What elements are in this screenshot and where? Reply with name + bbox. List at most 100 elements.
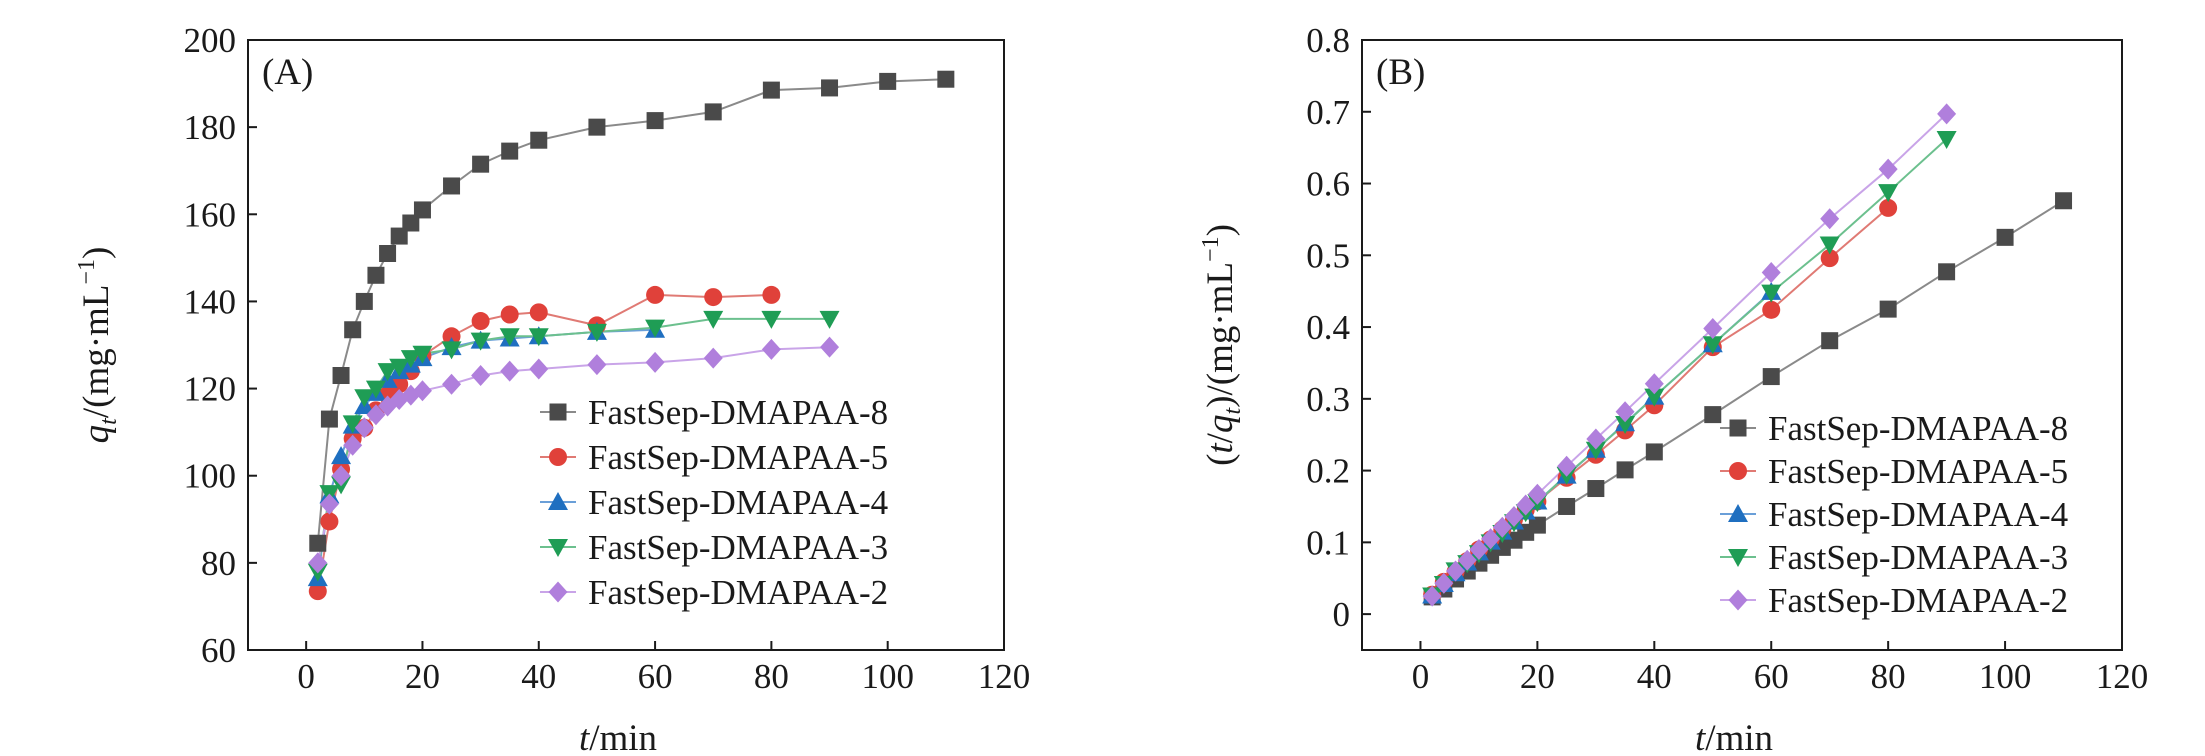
legend-label: FastSep-DMAPAA-4 xyxy=(588,483,888,522)
x-tick-label: 0 xyxy=(1412,657,1430,696)
x-axis-unit: /min xyxy=(1705,718,1773,756)
legend-marker xyxy=(549,403,567,421)
y-axis-var: t xyxy=(1200,442,1241,454)
data-point xyxy=(320,512,339,531)
legend-marker xyxy=(548,492,568,510)
data-point xyxy=(343,434,363,456)
data-point xyxy=(704,288,723,307)
data-point xyxy=(400,350,421,369)
data-point xyxy=(443,177,461,195)
data-point xyxy=(471,312,490,331)
data-point xyxy=(646,112,664,130)
y-axis-var2: q xyxy=(1200,415,1241,434)
legend-label: FastSep-DMAPAA-3 xyxy=(588,528,888,567)
data-point xyxy=(1703,317,1723,339)
data-point xyxy=(1527,483,1547,505)
data-point xyxy=(1615,401,1635,423)
data-point xyxy=(1762,368,1780,386)
data-point xyxy=(500,360,520,382)
x-tick-label: 20 xyxy=(405,657,440,696)
legend-marker xyxy=(1728,504,1748,522)
data-point xyxy=(390,375,409,394)
data-point xyxy=(821,79,839,97)
y-tick-label: 0.5 xyxy=(1306,236,1350,275)
data-point xyxy=(1587,480,1605,498)
data-point xyxy=(319,493,339,515)
data-point xyxy=(529,358,549,380)
data-point xyxy=(366,404,386,426)
data-point xyxy=(1878,158,1898,180)
plot-frame xyxy=(247,39,1005,651)
legend-label: FastSep-DMAPAA-2 xyxy=(1768,581,2068,620)
data-point xyxy=(528,328,549,347)
data-point xyxy=(2055,192,2073,210)
y-axis-sup: −1 xyxy=(1198,236,1224,262)
y-tick-label: 0.1 xyxy=(1306,523,1350,562)
data-point xyxy=(499,328,520,347)
x-axis-var: t xyxy=(579,718,591,756)
legend: FastSep-DMAPAA-8 FastSep-DMAPAA-5 FastSep-… xyxy=(540,393,888,612)
legend-label: FastSep-DMAPAA-2 xyxy=(588,573,888,612)
data-point xyxy=(1820,208,1840,230)
data-point xyxy=(1616,461,1634,479)
y-tick-label: 0.4 xyxy=(1306,308,1350,347)
y-tick-label: 0 xyxy=(1333,595,1351,634)
data-point xyxy=(367,266,385,284)
y-axis-var: q xyxy=(76,425,117,444)
y-axis-label: (t/qt)/(mg·mL−1) xyxy=(1198,224,1246,466)
data-point xyxy=(703,347,723,369)
data-point xyxy=(820,336,840,358)
data-point xyxy=(762,81,780,99)
series-markers-3 xyxy=(307,310,840,582)
data-point xyxy=(501,142,519,160)
legend-marker xyxy=(548,539,568,557)
data-point xyxy=(1615,415,1636,434)
plot-frame xyxy=(1361,39,2123,651)
y-tick-label: 0.7 xyxy=(1306,93,1350,132)
x-axis-label: t/min xyxy=(1695,718,1773,756)
legend-marker xyxy=(1729,419,1747,437)
data-point xyxy=(1434,572,1454,594)
data-point xyxy=(1644,373,1664,395)
x-tick-label: 40 xyxy=(521,657,556,696)
x-tick-label: 60 xyxy=(638,657,673,696)
data-point xyxy=(500,305,519,324)
data-point xyxy=(1644,388,1665,407)
data-point xyxy=(390,227,408,245)
y-axis-close: ) xyxy=(1200,224,1241,236)
y-axis-label: qt/(mg·mL−1) xyxy=(74,247,122,444)
data-point xyxy=(879,72,897,90)
data-point xyxy=(761,338,781,360)
data-point xyxy=(1645,443,1663,461)
panel-label: (B) xyxy=(1376,52,1425,93)
legend-marker xyxy=(549,448,567,466)
data-point xyxy=(354,389,375,408)
data-point xyxy=(1528,516,1546,534)
data-point xyxy=(588,118,606,136)
data-point xyxy=(412,380,432,402)
series-markers-4 xyxy=(308,336,840,574)
data-point xyxy=(1761,284,1782,303)
data-point xyxy=(1761,262,1781,284)
data-point xyxy=(309,534,327,552)
series-markers-4 xyxy=(1422,103,1957,607)
y-tick-label: 180 xyxy=(184,108,237,147)
data-point xyxy=(1879,300,1897,318)
legend-marker xyxy=(1729,462,1747,480)
data-point xyxy=(1422,585,1442,607)
legend-label: FastSep-DMAPAA-8 xyxy=(588,393,888,432)
y-tick-label: 0.2 xyxy=(1306,452,1350,491)
panel-label: (A) xyxy=(262,52,313,93)
data-point xyxy=(704,103,722,121)
y-tick-label: 0.3 xyxy=(1306,380,1350,419)
data-point xyxy=(1819,236,1840,255)
data-point xyxy=(703,310,724,329)
y-tick-label: 0.6 xyxy=(1306,165,1350,204)
data-point xyxy=(413,201,431,219)
data-point xyxy=(442,373,462,395)
y-axis-unit: /(mg·mL xyxy=(76,285,117,419)
data-point xyxy=(389,358,410,377)
data-point xyxy=(586,323,607,342)
y-axis-unit: )/(mg·mL xyxy=(1200,262,1241,408)
